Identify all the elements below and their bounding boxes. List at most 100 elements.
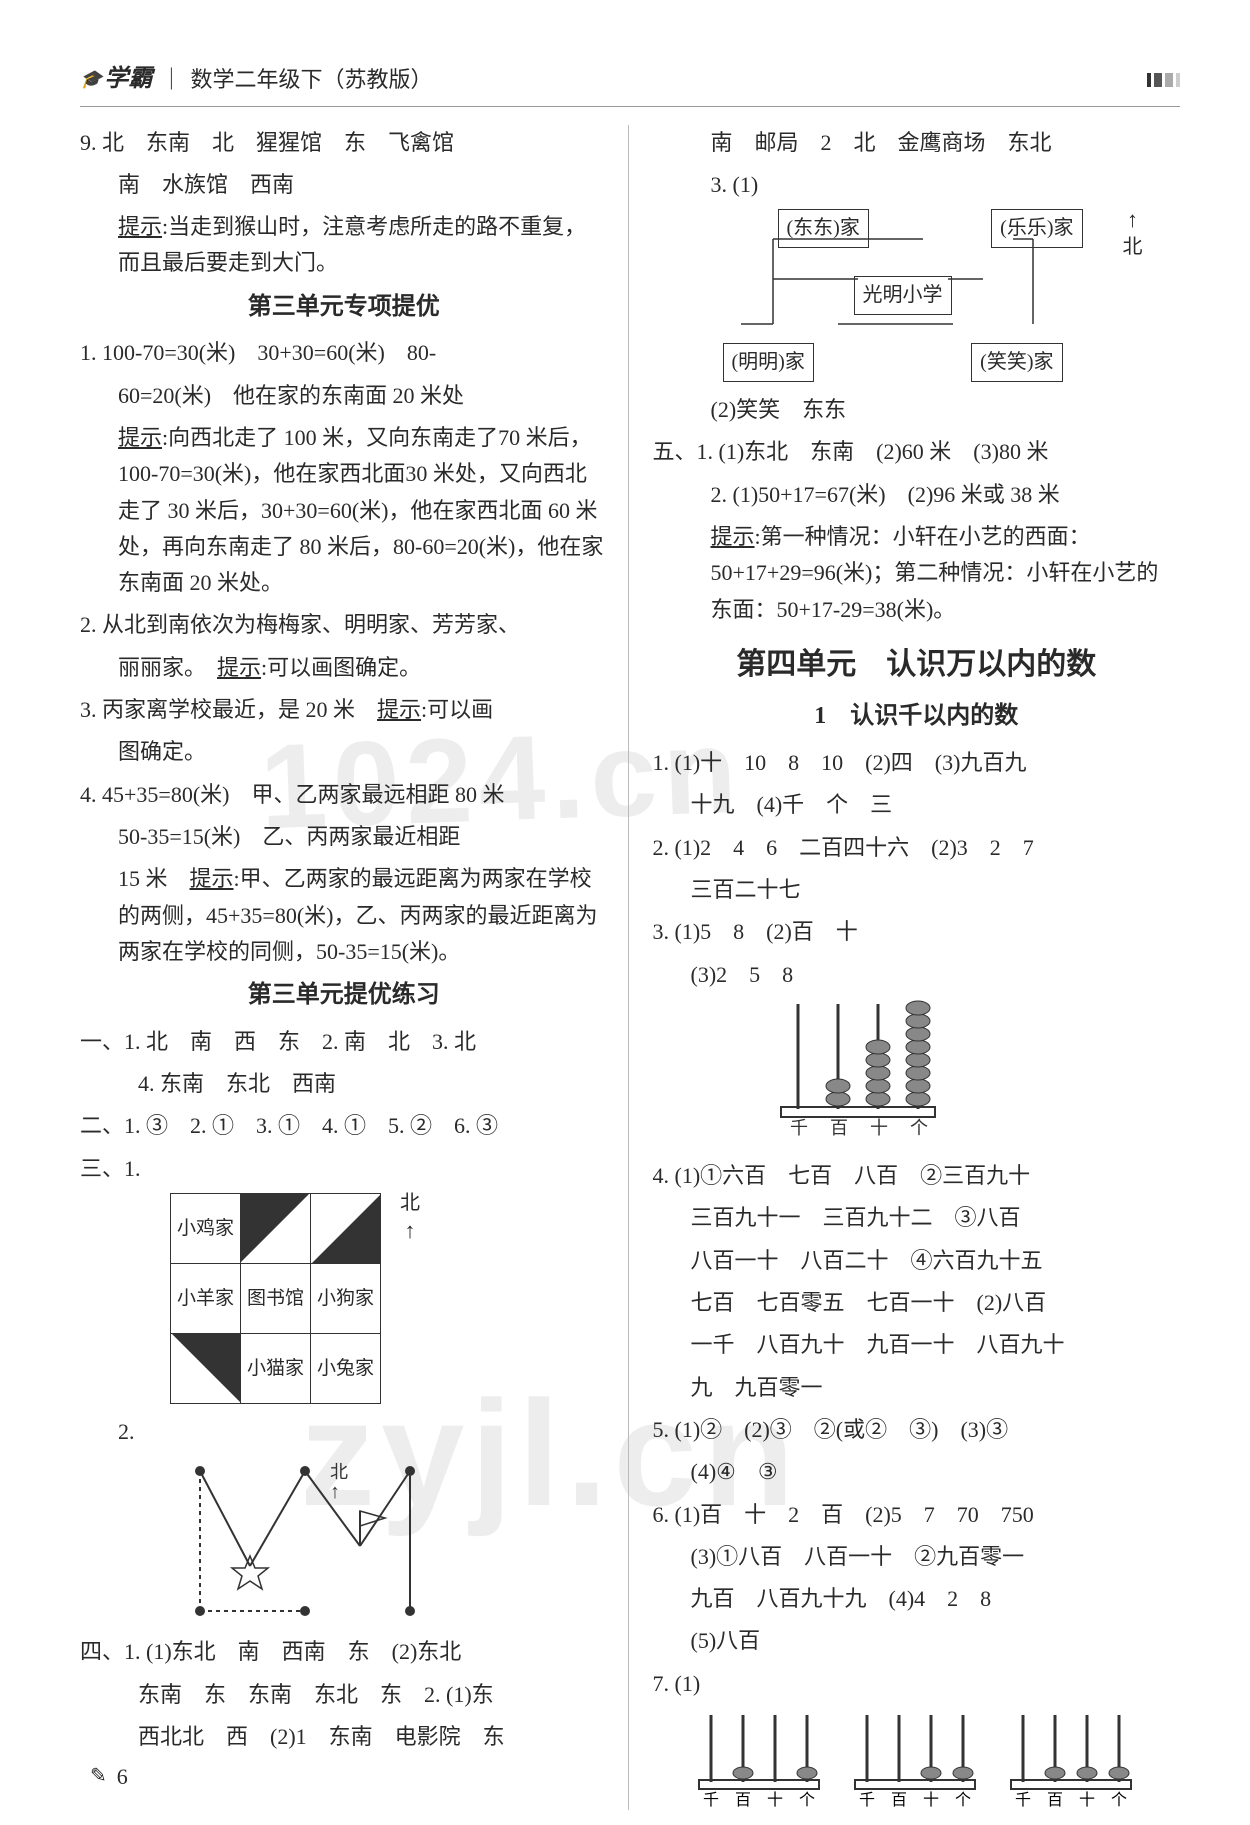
svg-text:个: 个: [799, 1791, 815, 1809]
north-label: 北: [1123, 231, 1143, 264]
wu-line: 2. (1)50+17=67(米) (2)96 米或 38 米: [653, 477, 1181, 513]
r5-line: 5. (1)② (2)③ ②(或② ③) (3)③: [653, 1412, 1181, 1448]
logo-text: 学霸: [104, 60, 152, 100]
q9-hint: 提示:当走到猴山时，注意考虑所走的路不重复，而且最后要走到大门。: [80, 209, 608, 282]
r2-line: 三百二十七: [653, 872, 1181, 908]
cont-line: (2)笑笑 东东: [653, 392, 1181, 428]
r3-line: (3)2 5 8: [653, 957, 1181, 993]
si-line: 四、1. (1)东北 南 西南 东 (2)东北: [80, 1634, 608, 1670]
si-line: 西北北 西 (2)1 东南 电影院 东: [80, 1719, 608, 1755]
yi-line: 4. 东南 东北 西南: [80, 1066, 608, 1102]
svg-text:百: 百: [830, 1118, 848, 1138]
svg-text:个: 个: [955, 1791, 971, 1809]
subunit-title: 1 认识千以内的数: [653, 697, 1181, 737]
yi-line: 一、1. 北 南 西 东 2. 南 北 3. 北: [80, 1024, 608, 1060]
grid-diagram: 北 ↑ 小鸡家 小羊家 图书馆 小狗家 小猫家 小兔家: [170, 1193, 608, 1404]
r7-line: 7. (1): [653, 1666, 1181, 1702]
north-indicator: ↑ 北: [1123, 209, 1143, 264]
p3-line: 3. 丙家离学校最近，是 20 米 提示:可以画: [80, 692, 608, 728]
house-diagram: ↑ 北 (东东)家 (乐乐)家 光明小学 (明: [723, 209, 1083, 382]
svg-text:千: 千: [790, 1118, 808, 1138]
p4-line: 15 米 提示:甲、乙两家的最远距离为两家在学校的两侧，45+35=80(米)，…: [80, 861, 608, 970]
r1-line: 1. (1)十 10 8 10 (2)四 (3)九百九: [653, 745, 1181, 781]
p4-line: 4. 45+35=80(米) 甲、乙两家最远相距 80 米: [80, 777, 608, 813]
left-column: 9. 北 东南 北 猩猩馆 东 飞禽馆 南 水族馆 西南 提示:当走到猴山时，注…: [80, 125, 629, 1810]
svg-text:十: 十: [870, 1118, 888, 1138]
p1-line: 60=20(米) 他在家的东南面 20 米处: [80, 378, 608, 414]
page-header: 🎓 学霸 ｜ 数学二年级下（苏教版）: [80, 60, 1180, 107]
svg-text:北: 北: [330, 1462, 348, 1482]
abacus-small-svg: 千 百 十 个: [693, 1710, 825, 1810]
p3-line: 图确定。: [80, 734, 608, 770]
svg-text:↑: ↑: [330, 1481, 340, 1503]
content-columns: 9. 北 东南 北 猩猩馆 东 飞禽馆 南 水族馆 西南 提示:当走到猴山时，注…: [80, 125, 1180, 1810]
svg-text:十: 十: [923, 1791, 939, 1809]
r6-line: 九百 八百九十九 (4)4 2 8: [653, 1581, 1181, 1617]
svg-text:百: 百: [891, 1792, 907, 1809]
wu-hint: 提示:第一种情况：小轩在小艺的西面：50+17+29=96(米)；第二种情况：小…: [653, 519, 1181, 628]
text: 15 米: [118, 866, 190, 891]
p4-line: 50-35=15(米) 乙、丙两家最近相距: [80, 819, 608, 855]
hint-label: 提示: [711, 524, 755, 549]
logo: 🎓 学霸: [80, 60, 152, 100]
san-2-label: 2.: [80, 1414, 608, 1450]
p2-line: 丽丽家。 提示:可以画图确定。: [80, 650, 608, 686]
diagram-lines: [723, 209, 1083, 359]
grid-cell: 图书馆: [241, 1263, 311, 1333]
section-title: 第三单元提优练习: [80, 976, 608, 1016]
hint-text: :可以画: [421, 697, 493, 722]
hint-text: :向西北走了 100 米，又向东南走了70 米后，100-70=30(米)，他在…: [118, 425, 603, 595]
header-title: 数学二年级下（苏教版）: [190, 62, 432, 98]
abacus-diagram: 千 百 十 个: [773, 999, 943, 1150]
san-label: 三、1.: [80, 1156, 141, 1181]
abacus-small-svg: 千 百 十 个: [1005, 1710, 1137, 1810]
svg-text:百: 百: [1047, 1792, 1063, 1809]
grid-cell: 小狗家: [311, 1263, 381, 1333]
r4-line: 三百九十一 三百九十二 ③八百: [653, 1200, 1181, 1236]
hint-label: 提示: [118, 425, 162, 450]
text: 3. 丙家离学校最近，是 20 米: [80, 697, 377, 722]
svg-text:百: 百: [735, 1792, 751, 1809]
p1-line: 1. 100-70=30(米) 30+30=60(米) 80-: [80, 335, 608, 371]
header-divider: ｜: [160, 62, 182, 98]
page-number: 6: [117, 1759, 128, 1795]
right-column: 南 邮局 2 北 金鹰商场 东北 3. (1) ↑ 北 (东东)家 (乐乐)家: [651, 125, 1181, 1810]
pencil-icon: ✎: [90, 1760, 107, 1793]
r4-line: 七百 七百零五 七百一十 (2)八百: [653, 1285, 1181, 1321]
hint-label: 提示: [217, 655, 261, 680]
grid-cell-tri: [171, 1333, 241, 1403]
svg-text:十: 十: [767, 1791, 783, 1809]
r6-line: (3)①八百 八百一十 ②九百零一: [653, 1539, 1181, 1575]
grid-cell: 小猫家: [241, 1333, 311, 1403]
r6-line: 6. (1)百 十 2 百 (2)5 7 70 750: [653, 1497, 1181, 1533]
p1-hint: 提示:向西北走了 100 米，又向东南走了70 米后，100-70=30(米)，…: [80, 420, 608, 601]
p2-line: 2. 从北到南依次为梅梅家、明明家、芳芳家、: [80, 607, 608, 643]
page-footer: ✎ 6: [90, 1759, 128, 1795]
r2-line: 2. (1)2 4 6 二百四十六 (2)3 2 7: [653, 830, 1181, 866]
r5-line: (4)④ ③: [653, 1454, 1181, 1490]
r4-line: 一千 八百九十 九百一十 八百九十: [653, 1327, 1181, 1363]
wu-line: 五、1. (1)东北 东南 (2)60 米 (3)80 米: [653, 434, 1181, 470]
north-indicator: 北 ↑: [400, 1187, 420, 1242]
header-left: 🎓 学霸 ｜ 数学二年级下（苏教版）: [80, 60, 432, 100]
abacus-small-svg: 千 百 十 个: [849, 1710, 981, 1810]
hint-text: :可以画图确定。: [261, 655, 421, 680]
star-svg: 北 ↑: [180, 1456, 440, 1626]
grad-cap-icon: 🎓: [80, 65, 102, 95]
hint-text: :当走到猴山时，注意考虑所走的路不重复，而且最后要走到大门。: [118, 214, 586, 275]
hint-label: 提示: [118, 214, 162, 239]
r4-line: 八百一十 八百二十 ④六百九十五: [653, 1243, 1181, 1279]
q9-line: 南 水族馆 西南: [80, 167, 608, 203]
grid-cell-tri: [311, 1193, 381, 1263]
r1-line: 十九 (4)千 个 三: [653, 787, 1181, 823]
svg-text:个: 个: [910, 1118, 928, 1138]
hint-text: :第一种情况：小轩在小艺的西面：50+17+29=96(米)；第二种情况：小轩在…: [711, 524, 1159, 622]
grid-cell: 小兔家: [311, 1333, 381, 1403]
north-label: 北: [400, 1187, 420, 1220]
svg-text:十: 十: [1079, 1791, 1095, 1809]
r4-line: 九 九百零一: [653, 1370, 1181, 1406]
r4-line: 4. (1)①六百 七百 八百 ②三百九十: [653, 1158, 1181, 1194]
svg-text:个: 个: [1111, 1791, 1127, 1809]
abacus-svg: 千 百 十 个: [773, 999, 943, 1139]
barcode-icon: [1147, 73, 1180, 87]
